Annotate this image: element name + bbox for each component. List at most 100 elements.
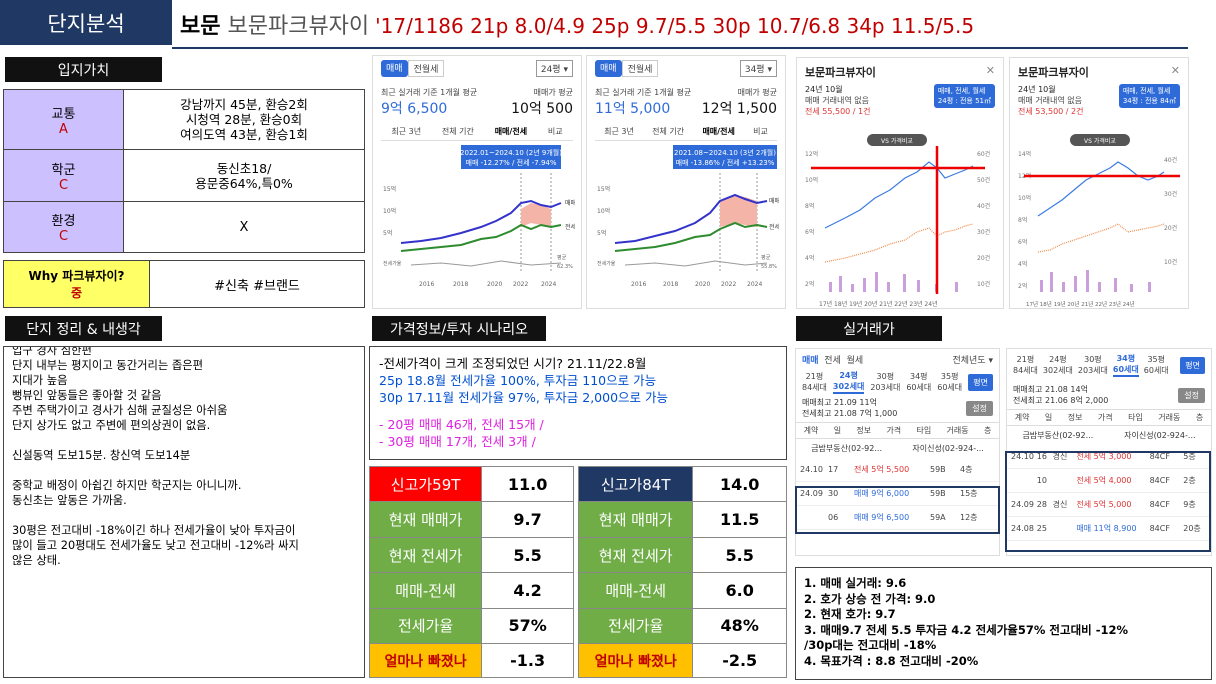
- size-tab[interactable]: 34평 60세대: [1112, 353, 1139, 377]
- price-value: 4.2: [481, 572, 574, 609]
- chart3-name: 보문파크뷰자이: [805, 66, 876, 79]
- reala-tab[interactable]: 전세: [824, 356, 841, 366]
- col-header[interactable]: 타입: [1128, 413, 1143, 422]
- table-cell: 84CF: [1149, 476, 1170, 485]
- reala-agent[interactable]: 금밤부동산(02-92...: [811, 444, 882, 453]
- realb-high1: 매매최고 21.08 14억: [1013, 385, 1088, 394]
- chart1-ratio-label: 평균: [557, 254, 567, 261]
- market-20p: - 20평 매매 46개, 전세 15개 /: [379, 417, 544, 432]
- chart2-ratio-line: [624, 260, 768, 267]
- price-row: 전세가율 48%: [577, 607, 787, 645]
- chart3-month: 24년 10월: [805, 85, 843, 94]
- table-row[interactable]: 06 매매 9억 6,500 59A 12층: [796, 506, 999, 530]
- chart2-tab-rent[interactable]: 전월세: [621, 60, 659, 77]
- chart1-period-tab[interactable]: 전체 기간: [441, 127, 474, 136]
- notes-line: 신설동역 도보15분. 창신역 도보14분: [12, 449, 191, 462]
- table-cell: 전세 5억 5,000: [1076, 500, 1132, 509]
- close-icon[interactable]: ✕: [1170, 64, 1180, 77]
- table-row[interactable]: 24.10 16 경신 전세 5억 3,000 84CF 5층: [1007, 445, 1211, 469]
- col-header[interactable]: 가격: [886, 426, 902, 435]
- notes-line: 지대가 높음: [12, 374, 68, 387]
- size-tab-label: 34평: [910, 372, 928, 381]
- reala-agent[interactable]: 자이신성(02-924-...: [912, 444, 984, 453]
- size-tab-label: 21평: [805, 372, 824, 381]
- chart2-period-tab[interactable]: 매매/전세: [702, 127, 735, 136]
- size-tab[interactable]: 21평 84세대: [802, 371, 827, 393]
- chart1-period-tab[interactable]: 비교: [547, 127, 563, 136]
- size-tab[interactable]: 35평 60세대: [1144, 354, 1169, 376]
- realb-agent[interactable]: 자이신성(02-924-...: [1124, 431, 1196, 440]
- chart2-period-tab[interactable]: 전체 기간: [652, 127, 685, 136]
- region-name: 보문: [180, 14, 221, 39]
- chart2-period-tab[interactable]: 최근 3년: [604, 127, 634, 136]
- chart2-ytick: 10억: [597, 207, 610, 215]
- table-row[interactable]: 24.10 17 전세 5억 5,500 59B 4층: [796, 458, 999, 482]
- reala-sizes: 21평 84세대 24평 302세대 30평 203세대 34평 60세대 35평 60세대 평면: [796, 370, 999, 394]
- school-line: 동신초18/: [216, 160, 272, 176]
- size-tab[interactable]: 24평 302세대: [1043, 354, 1073, 376]
- chart1-sale-line: [400, 199, 562, 244]
- col-header[interactable]: 일: [1044, 413, 1053, 422]
- col-header[interactable]: 계약: [1014, 413, 1030, 422]
- table-cell: 17: [828, 465, 839, 474]
- reala-tab[interactable]: 월세: [846, 356, 864, 366]
- col-header[interactable]: 일: [833, 426, 842, 435]
- chart4-filter[interactable]: 매매, 전세, 월세 34평 : 전용 84㎡: [1118, 84, 1180, 108]
- table-row[interactable]: 24.08 25 매매 11억 8,900 84CF 20층: [1007, 517, 1211, 541]
- price-label: 현재 전세가: [368, 536, 483, 574]
- chart1-xtick: 2018: [453, 281, 468, 288]
- chart2-tabs: 매매 전월세: [595, 60, 659, 77]
- close-icon[interactable]: ✕: [985, 64, 995, 77]
- table-cell: 매매 9억 6,500: [854, 513, 910, 522]
- col-header[interactable]: 계약: [803, 426, 819, 435]
- reala-tab[interactable]: 매매: [802, 356, 819, 366]
- table-row[interactable]: 24.09 28 경신 전세 5억 5,000 84CF 9층: [1007, 493, 1211, 517]
- chart4-vs-button[interactable]: [1070, 134, 1130, 146]
- chart2-period-tab[interactable]: 비교: [753, 127, 768, 136]
- chart3-vs-button[interactable]: [867, 134, 927, 146]
- table-row[interactable]: 10 전세 5억 4,000 84CF 2층: [1007, 469, 1211, 493]
- chart2-rent-line: [614, 221, 768, 252]
- table-cell: 06: [828, 513, 839, 522]
- col-header[interactable]: 거래동: [1158, 413, 1181, 422]
- col-header[interactable]: 정보: [856, 426, 872, 435]
- size-tab[interactable]: 34평 60세대: [906, 371, 931, 393]
- size-tab[interactable]: 21평 84세대: [1013, 354, 1038, 376]
- reala-year[interactable]: 전체년도 ▾: [952, 353, 993, 366]
- col-header[interactable]: 가격: [1097, 413, 1113, 422]
- price-value: 48%: [692, 607, 787, 645]
- size-tab[interactable]: 30평 203세대: [1078, 354, 1108, 376]
- table-row[interactable]: 24.09 30 매매 9억 6,000 59B 15층: [796, 482, 999, 506]
- col-header[interactable]: 정보: [1067, 413, 1083, 422]
- col-header[interactable]: 층: [983, 426, 992, 435]
- col-header[interactable]: 층: [1195, 413, 1204, 422]
- chart3-filter[interactable]: 매매, 전세, 월세 24평 : 전용 51㎡: [933, 84, 995, 108]
- chart1-size-label: 24평: [540, 65, 561, 75]
- realb-agents: 금밤부동산(02-92... 자이신성(02-924-...: [1007, 426, 1211, 445]
- chart1-price: 9억 6,500: [381, 101, 448, 117]
- chart1-tab-rent[interactable]: 전월세: [407, 60, 445, 77]
- table-cell: 15층: [960, 489, 978, 498]
- chart1-period-tab[interactable]: 매매/전세: [494, 127, 528, 136]
- size-tab[interactable]: 35평 60세대: [937, 371, 962, 393]
- table-cell: 전세 5억 3,000: [1076, 452, 1132, 461]
- reala-save-button[interactable]: 설정: [966, 400, 993, 416]
- chart2-tab-sale[interactable]: 매매: [595, 60, 622, 77]
- realb-agent[interactable]: 금밤부동산(02-92...: [1022, 431, 1094, 440]
- col-header[interactable]: 타입: [916, 426, 932, 435]
- size-tab[interactable]: 24평 302세대: [832, 370, 865, 394]
- realb-save-button[interactable]: 설정: [1178, 387, 1205, 403]
- chart1-avg2-label: 매매가 평균: [533, 88, 573, 97]
- price-value: 11.5: [692, 501, 787, 538]
- chart1-size-select[interactable]: 24평 ▾: [535, 60, 573, 77]
- chart2-size-select[interactable]: 34평 ▾: [739, 60, 777, 77]
- floorplan-button[interactable]: 평면: [1180, 356, 1205, 374]
- school-grade: C: [58, 177, 69, 193]
- floorplan-button[interactable]: 평면: [968, 373, 993, 391]
- chart4-xaxis: 17년 18년 19년 20년 21년 22년 23년 24년: [1026, 300, 1135, 308]
- size-tab-units: 84세대: [802, 383, 827, 392]
- chart1-tab-sale[interactable]: 매매: [381, 60, 408, 77]
- col-header[interactable]: 거래동: [946, 426, 969, 435]
- chart1-period-tab[interactable]: 최근 3년: [391, 127, 422, 136]
- size-tab[interactable]: 30평 203세대: [870, 371, 900, 393]
